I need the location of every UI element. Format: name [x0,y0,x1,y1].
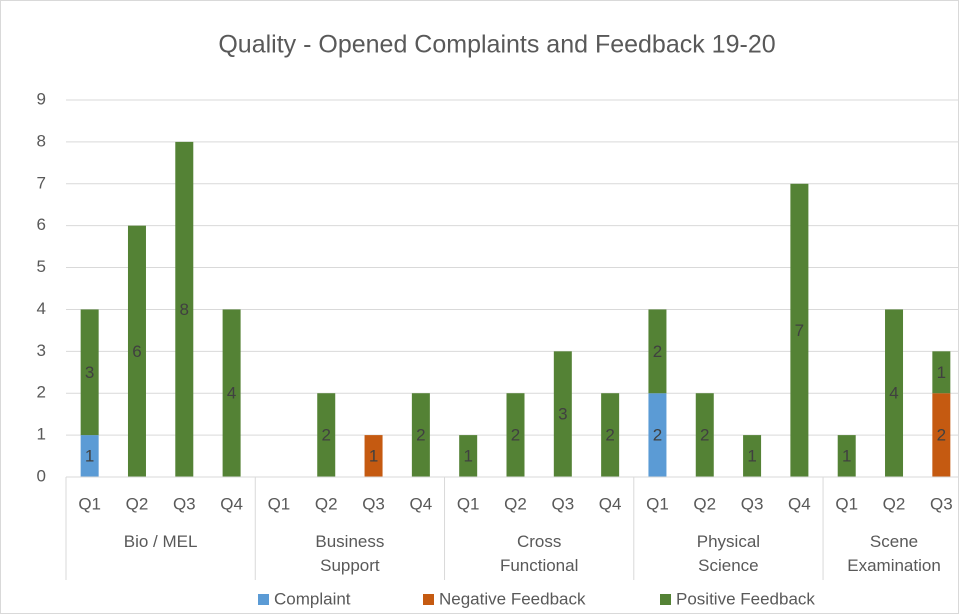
data-label: 2 [653,426,662,445]
bar-segment [506,393,525,477]
data-label: 1 [747,447,756,466]
legend-swatch [258,594,269,605]
y-tick-label: 8 [37,131,46,150]
x-tick-label: Q3 [741,494,764,513]
bar-segment [695,393,714,477]
chart-title: Quality - Opened Complaints and Feedback… [218,31,775,59]
x-tick-label: Q3 [551,494,574,513]
bar-segment [459,435,478,477]
x-tick-label: Q1 [646,494,669,513]
group-label: Physical Science [696,532,761,575]
x-tick-label: Q4 [788,494,811,513]
x-tick-label: Q2 [693,494,716,513]
x-tick-label: Q1 [268,494,291,513]
data-label: 1 [463,447,472,466]
legend-label: Positive Feedback [676,589,815,608]
bar-segment [411,393,430,477]
group-label: Business Support [315,532,385,575]
data-label: 1 [937,363,946,382]
data-label: 3 [558,405,567,424]
bar-segment [80,435,99,477]
y-tick-label: 5 [37,257,46,276]
x-tick-label: Q2 [883,494,906,513]
x-tick-label: Q1 [835,494,858,513]
bar-segment [222,309,241,477]
legend-swatch [423,594,434,605]
x-tick-label: Q1 [457,494,480,513]
y-tick-label: 3 [37,341,46,360]
data-label: 2 [416,426,425,445]
x-tick-label: Q3 [173,494,196,513]
bar-segment [553,351,572,477]
group-label: Bio / MEL [123,532,198,551]
data-label: 3 [85,363,94,382]
legend-label: Negative Feedback [439,589,586,608]
bar-segment [175,141,194,477]
bar-segment [932,393,951,477]
data-label: 2 [605,426,614,445]
bar-segment [837,435,856,477]
x-tick-label: Q3 [362,494,385,513]
y-tick-label: 0 [37,466,46,485]
y-tick-label: 7 [37,173,46,192]
x-tick-label: Q3 [930,494,953,513]
x-tick-label: Q2 [315,494,338,513]
group-label: Scene Examination [847,532,941,575]
data-label: 1 [85,447,94,466]
y-tick-label: 9 [37,89,46,108]
group-label: Cross Functional [499,532,579,575]
bar-segment [127,225,146,477]
data-label: 2 [653,342,662,361]
x-tick-label: Q4 [220,494,243,513]
bar-segment [648,393,667,477]
data-label: 8 [180,300,189,319]
bar-segment [601,393,620,477]
data-label: 4 [889,384,898,403]
bar-segment [932,351,951,394]
bar-segment [885,309,904,477]
data-label: 6 [132,342,141,361]
legend-label: Complaint [274,589,351,608]
bar-segment [648,309,667,394]
x-tick-label: Q2 [504,494,527,513]
data-label: 1 [842,447,851,466]
data-label: 4 [227,384,236,403]
x-tick-label: Q1 [78,494,101,513]
x-tick-label: Q4 [599,494,622,513]
data-label: 2 [937,426,946,445]
x-tick-label: Q2 [126,494,149,513]
bar-segment [80,309,99,436]
legend-swatch [660,594,671,605]
y-tick-label: 6 [37,215,46,234]
bar-segment [743,435,762,477]
bar-segment [790,183,809,477]
y-tick-label: 4 [37,299,46,318]
data-label: 1 [369,447,378,466]
x-tick-label: Q4 [410,494,433,513]
data-label: 2 [511,426,520,445]
y-tick-label: 1 [37,425,46,444]
data-label: 7 [795,321,804,340]
data-label: 2 [700,426,709,445]
bar-segment [364,435,383,477]
data-label: 2 [322,426,331,445]
bar-segment [317,393,336,477]
y-tick-label: 2 [37,383,46,402]
